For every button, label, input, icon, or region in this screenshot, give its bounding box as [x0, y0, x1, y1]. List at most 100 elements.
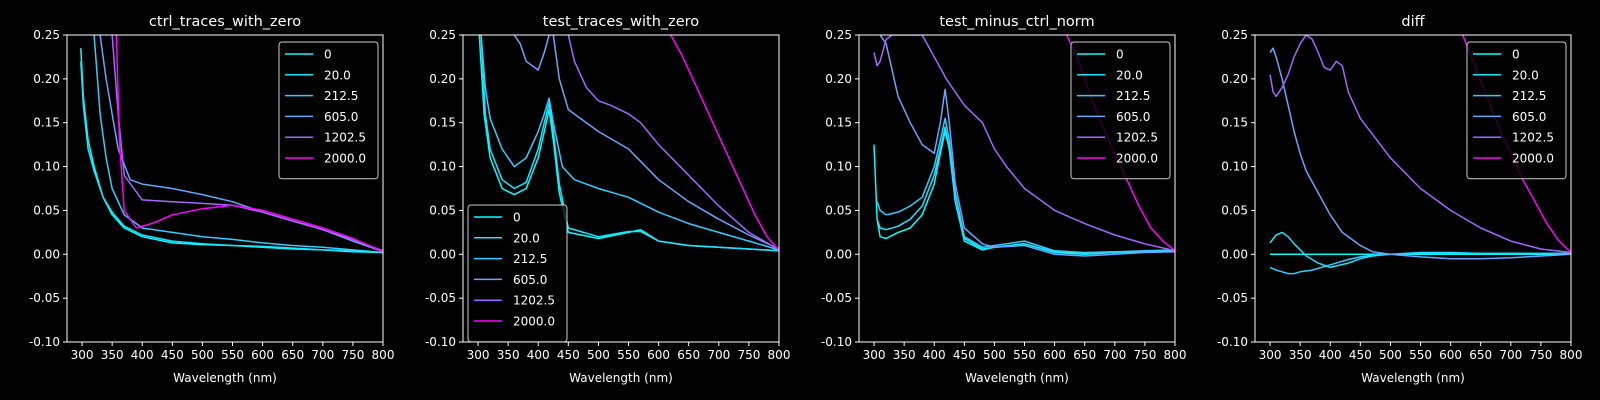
legend-label: 2000.0	[1512, 152, 1554, 166]
y-tick-label: 0.15	[33, 116, 60, 130]
x-tick-label: 400	[923, 348, 946, 362]
y-tick-label: 0.05	[825, 203, 852, 217]
legend-label: 605.0	[1512, 110, 1546, 124]
y-tick-label: 0.20	[429, 72, 456, 86]
legend-label: 605.0	[513, 273, 547, 287]
series-line-2000.0	[115, 35, 383, 253]
legend-label: 20.0	[1116, 68, 1143, 82]
series-line-605.0	[879, 35, 1175, 257]
legend-label: 0	[1116, 48, 1124, 62]
legend-label: 1202.5	[324, 131, 366, 145]
y-tick-label: 0.20	[825, 72, 852, 86]
x-tick-label: 800	[768, 348, 791, 362]
legend-label: 605.0	[1116, 110, 1150, 124]
legend-label: 20.0	[1512, 68, 1539, 82]
y-tick-label: 0.15	[825, 116, 852, 130]
chart-panel-1: 300 350 400 450 500 550 600 650 700 750 800 -0.10 -0…	[29, 14, 395, 385]
x-axis-label: Wavelength (nm)	[1361, 371, 1465, 385]
series-line-212.5	[480, 35, 779, 251]
x-tick-label: 800	[1164, 348, 1187, 362]
legend-label: 1202.5	[1512, 131, 1554, 145]
legend-label: 20.0	[513, 231, 540, 245]
legend-label: 605.0	[324, 110, 358, 124]
x-tick-label: 600	[1043, 348, 1066, 362]
y-tick-label: -0.10	[29, 335, 60, 349]
y-tick-label: 0.25	[1221, 28, 1248, 42]
legend-label: 212.5	[1116, 89, 1150, 103]
x-tick-label: 400	[1319, 348, 1342, 362]
x-tick-label: 550	[617, 348, 640, 362]
legend-box	[278, 41, 379, 180]
legend-box	[467, 204, 568, 343]
x-tick-label: 550	[221, 348, 244, 362]
legend: 0 20.0 212.5 605.0 1202.5 2000.0	[1466, 41, 1567, 180]
x-tick-label: 450	[1349, 348, 1372, 362]
series-group	[478, 35, 779, 252]
x-tick-label: 650	[1469, 348, 1492, 362]
chart-title: diff	[1401, 14, 1425, 30]
series-group	[80, 35, 383, 254]
x-tick-label: 800	[372, 348, 395, 362]
legend: 0 20.0 212.5 605.0 1202.5 2000.0	[467, 204, 568, 343]
legend-label: 1202.5	[513, 294, 555, 308]
x-tick-label: 600	[1439, 348, 1462, 362]
series-line-1202.5	[1269, 35, 1571, 254]
y-tick-label: 0.25	[429, 28, 456, 42]
y-tick-label: 0.00	[1221, 247, 1248, 261]
series-line-605.0	[1269, 47, 1571, 260]
y-tick-label: 0.25	[33, 28, 60, 42]
y-tick-label: -0.10	[1217, 335, 1248, 349]
legend-label: 0	[1512, 48, 1520, 62]
x-tick-label: 650	[677, 348, 700, 362]
legend: 0 20.0 212.5 605.0 1202.5 2000.0	[278, 41, 379, 180]
x-tick-label: 350	[893, 348, 916, 362]
x-tick-label: 400	[131, 348, 154, 362]
x-tick-label: 550	[1013, 348, 1036, 362]
chart-panel-4: 300 350 400 450 500 550 600 650 700 750 800 -0.10 -0…	[1217, 14, 1583, 385]
series-line-20.0	[480, 35, 779, 252]
x-tick-label: 600	[647, 348, 670, 362]
chart-title: test_minus_ctrl_norm	[939, 14, 1094, 30]
chart-panel-2: 300 350 400 450 500 550 600 650 700 750 800 -0.10 -0…	[425, 14, 791, 385]
y-tick-label: 0.10	[825, 160, 852, 174]
legend: 0 20.0 212.5 605.0 1202.5 2000.0	[1070, 41, 1171, 180]
y-tick-label: -0.05	[425, 291, 456, 305]
series-line-20.0	[1269, 231, 1571, 269]
y-tick-label: 0.10	[1221, 160, 1248, 174]
series-group	[873, 35, 1175, 257]
x-tick-label: 350	[101, 348, 124, 362]
x-tick-label: 500	[1379, 348, 1402, 362]
axes-frame	[1254, 34, 1572, 343]
y-tick-label: -0.05	[29, 291, 60, 305]
series-line-20.0	[80, 61, 383, 254]
x-tick-label: 450	[161, 348, 184, 362]
x-tick-label: 350	[497, 348, 520, 362]
y-tick-label: 0.05	[1221, 203, 1248, 217]
series-group	[1269, 35, 1571, 275]
y-tick-label: 0.15	[429, 116, 456, 130]
y-tick-label: -0.05	[821, 291, 852, 305]
x-axis-label: Wavelength (nm)	[569, 371, 673, 385]
x-tick-label: 650	[281, 348, 304, 362]
series-line-212.5	[93, 35, 383, 254]
x-tick-label: 600	[251, 348, 274, 362]
y-tick-label: -0.10	[821, 335, 852, 349]
legend-label: 0	[513, 211, 521, 225]
series-line-1202.5	[873, 35, 1175, 252]
axes-frame	[462, 34, 780, 343]
y-tick-label: 0.05	[33, 203, 60, 217]
x-tick-label: 350	[1289, 348, 1312, 362]
x-tick-label: 500	[983, 348, 1006, 362]
x-tick-label: 450	[953, 348, 976, 362]
x-axis-label: Wavelength (nm)	[965, 371, 1069, 385]
y-tick-label: 0.10	[33, 160, 60, 174]
chart-panel-3: 300 350 400 450 500 550 600 650 700 750 800 -0.10 -0…	[821, 14, 1187, 385]
legend-label: 20.0	[324, 68, 351, 82]
x-tick-label: 500	[587, 348, 610, 362]
y-tick-label: 0.10	[429, 160, 456, 174]
y-tick-label: -0.05	[1217, 291, 1248, 305]
series-line-1202.5	[111, 35, 383, 252]
x-tick-label: 800	[1560, 348, 1583, 362]
series-line-605.0	[513, 35, 779, 250]
